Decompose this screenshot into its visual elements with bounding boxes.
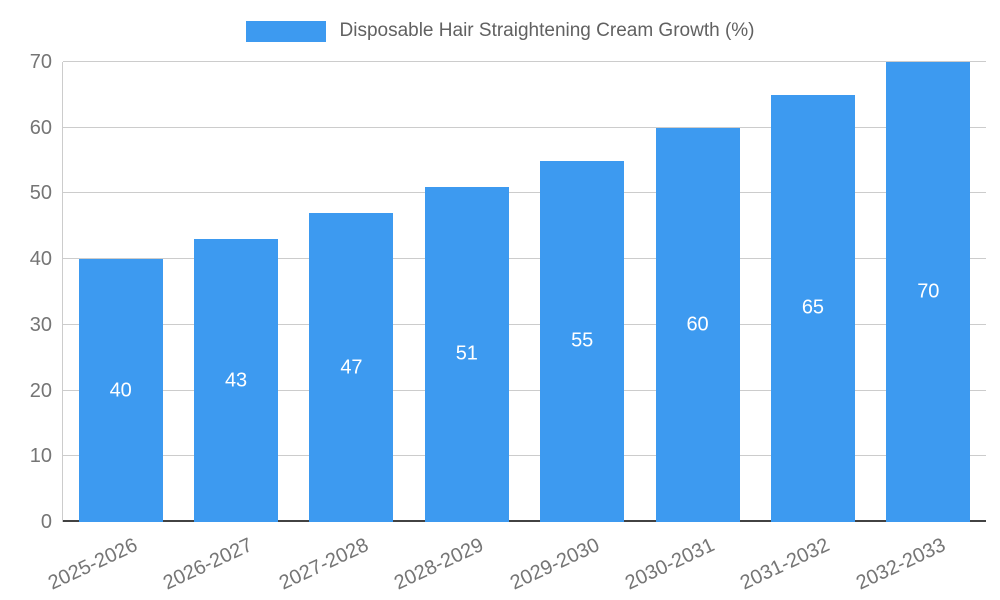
bar-value-label: 47 <box>340 356 363 379</box>
gridline <box>63 192 986 194</box>
gridline <box>63 323 986 325</box>
bar-value-label: 51 <box>455 342 478 365</box>
bar: 70 <box>886 62 971 522</box>
bar: 43 <box>194 239 279 522</box>
y-tick-label: 30 <box>29 313 52 336</box>
y-tick-label: 70 <box>29 51 52 73</box>
bar-value-label: 40 <box>109 379 132 402</box>
x-tick-label: 2025-2026 <box>44 534 141 595</box>
gridline <box>63 455 986 457</box>
x-tick-label: 2027-2028 <box>275 534 372 595</box>
gridline <box>63 126 986 128</box>
y-tick-label: 50 <box>29 182 52 205</box>
bar-value-label: 70 <box>917 280 940 303</box>
gridline <box>63 258 986 260</box>
bar: 60 <box>655 127 740 522</box>
bar-value-label: 65 <box>801 296 825 319</box>
gridline <box>63 61 986 62</box>
legend-swatch <box>245 20 326 42</box>
bar: 65 <box>770 94 855 522</box>
bar: 55 <box>540 160 625 522</box>
x-tick-label: 2031-2032 <box>737 534 834 595</box>
bar: 40 <box>78 259 163 522</box>
bar: 51 <box>424 186 509 522</box>
y-tick-label: 10 <box>29 445 52 468</box>
x-tick-label: 2026-2027 <box>160 534 257 595</box>
gridline <box>63 389 986 391</box>
bar-value-label: 55 <box>571 329 594 352</box>
y-tick-label: 60 <box>29 116 52 139</box>
bar-value-label: 60 <box>686 313 709 336</box>
y-tick-label: 40 <box>29 248 52 271</box>
x-tick-label: 2029-2030 <box>506 534 603 595</box>
legend-label: Disposable Hair Straightening Cream Grow… <box>339 20 755 41</box>
bar-value-label: 43 <box>224 369 248 392</box>
y-tick-label: 0 <box>40 511 52 533</box>
y-tick-label: 20 <box>29 379 52 402</box>
chart-legend: Disposable Hair Straightening Cream Grow… <box>0 20 1000 42</box>
x-tick-label: 2032-2033 <box>852 534 949 595</box>
x-tick-label: 2028-2029 <box>391 534 488 595</box>
bar: 47 <box>309 213 394 522</box>
axis-baseline <box>63 520 986 522</box>
x-tick-label: 2030-2031 <box>621 534 718 595</box>
plot-area: 40 43 47 51 55 60 65 70 <box>62 61 986 522</box>
